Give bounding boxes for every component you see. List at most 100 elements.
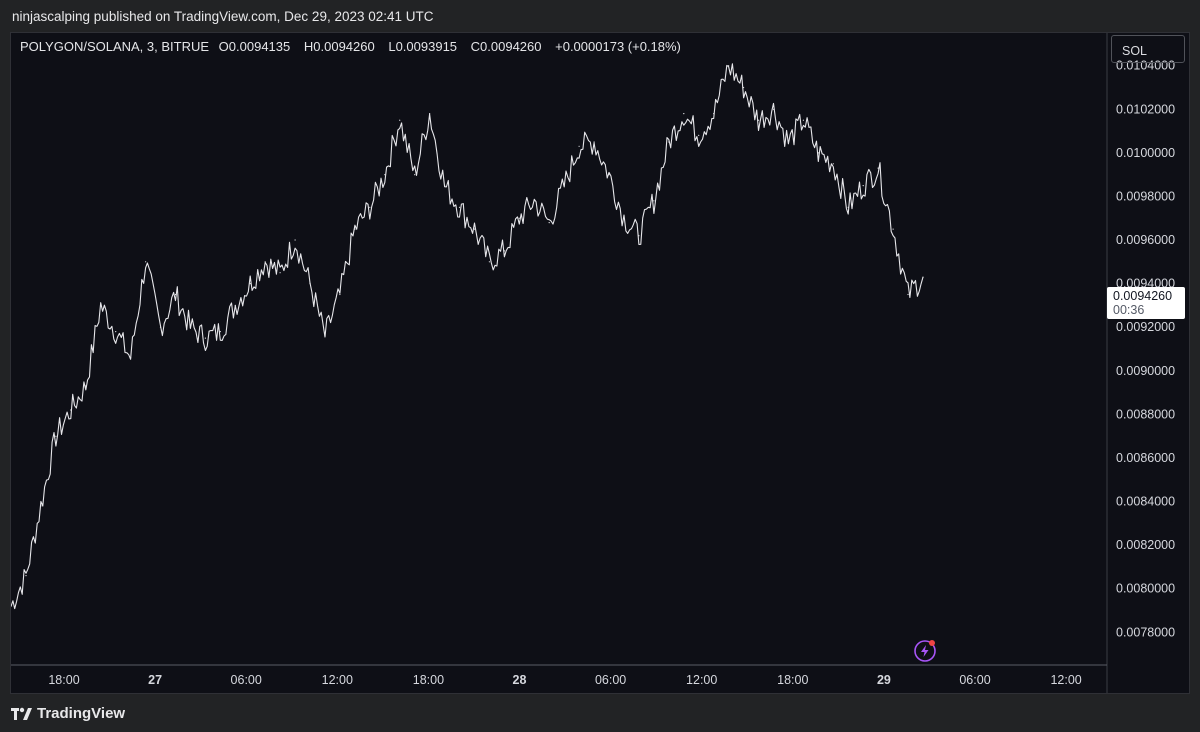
price-point — [832, 163, 834, 165]
price-point — [728, 65, 730, 67]
price-point — [130, 357, 132, 359]
legend-high: H0.0094260 — [303, 39, 375, 54]
price-point — [892, 228, 894, 230]
price-point — [249, 283, 251, 285]
x-tick-label: 28 — [513, 673, 527, 687]
x-tick-label: 12:00 — [1050, 673, 1081, 687]
price-point — [279, 272, 281, 274]
price-point — [294, 239, 296, 241]
price-series-line — [11, 63, 924, 610]
y-tick-label: 0.0080000 — [1116, 582, 1175, 596]
price-point — [623, 217, 625, 219]
price-point — [847, 206, 849, 208]
price-point — [713, 113, 715, 115]
price-point — [787, 141, 790, 143]
x-tick-label: 27 — [148, 673, 162, 687]
y-tick-label: 0.0102000 — [1116, 102, 1175, 116]
price-point — [234, 304, 236, 306]
price-point — [354, 228, 356, 230]
price-point — [668, 141, 670, 143]
price-point — [70, 409, 72, 411]
x-tick-label: 12:00 — [686, 673, 717, 687]
publish-header: ninjascalping published on TradingView.c… — [0, 0, 1200, 32]
lightning-alert-icon[interactable] — [913, 639, 937, 663]
price-point — [862, 185, 864, 187]
price-point — [189, 326, 191, 328]
y-tick-label: 0.0078000 — [1116, 625, 1175, 639]
price-point — [55, 435, 57, 437]
price-point — [339, 293, 341, 296]
price-point — [444, 185, 446, 187]
price-point — [145, 261, 147, 263]
price-point — [473, 228, 476, 230]
price-point — [877, 167, 879, 169]
legend-low: L0.0093915 — [388, 39, 458, 54]
x-tick-label: 06:00 — [959, 673, 990, 687]
price-point — [414, 174, 416, 176]
price-point — [533, 200, 535, 202]
legend-close: C0.0094260 — [470, 39, 542, 54]
price-point — [115, 331, 117, 333]
last-price-value: 0.0094260 — [1113, 289, 1173, 303]
price-point — [174, 293, 177, 296]
price-point — [548, 222, 550, 224]
price-point — [40, 505, 42, 507]
price-point — [503, 250, 505, 252]
legend-symbol: POLYGON/SOLANA, 3, BITRUE — [20, 39, 210, 54]
price-point — [324, 335, 326, 337]
price-point — [100, 304, 102, 306]
footer-brand[interactable]: TradingView — [37, 705, 126, 722]
price-point — [264, 261, 266, 263]
price-chart[interactable]: 0.01040000.01020000.01000000.00980000.00… — [11, 33, 1190, 694]
y-tick-label: 0.0084000 — [1116, 495, 1175, 509]
price-point — [653, 200, 655, 202]
price-point — [563, 185, 565, 187]
x-tick-label: 06:00 — [595, 673, 626, 687]
price-point — [772, 108, 775, 110]
price-point — [219, 331, 221, 333]
price-point — [922, 276, 924, 278]
y-tick-label: 0.0098000 — [1116, 189, 1175, 203]
price-point — [817, 152, 819, 154]
x-tick-label: 06:00 — [231, 673, 262, 687]
price-point — [25, 575, 27, 577]
price-point — [369, 206, 371, 208]
price-point — [743, 86, 745, 89]
y-tick-label: 0.0082000 — [1116, 538, 1175, 552]
ohlc-legend: POLYGON/SOLANA, 3, BITRUE O0.0094135 H0.… — [20, 39, 681, 54]
price-point — [757, 119, 760, 121]
bar-countdown: 00:36 — [1113, 303, 1145, 317]
price-point — [578, 145, 580, 147]
price-point — [399, 119, 401, 121]
y-tick-label: 0.0092000 — [1116, 320, 1175, 334]
y-tick-label: 0.0100000 — [1116, 146, 1175, 160]
x-tick-label: 18:00 — [48, 673, 79, 687]
y-tick-label: 0.0088000 — [1116, 407, 1175, 421]
chart-area[interactable]: 0.0104000 0.0102000 0.0100000 0.0098000 0.00… — [10, 32, 1190, 694]
price-point — [683, 113, 685, 115]
price-point — [518, 217, 520, 219]
price-point — [698, 134, 700, 136]
footer: TradingView — [0, 694, 1200, 732]
x-tick-label: 12:00 — [322, 673, 353, 687]
price-point — [802, 119, 805, 121]
currency-button[interactable]: SOL — [1111, 35, 1185, 63]
price-point — [907, 293, 909, 296]
price-point — [11, 605, 12, 607]
price-point — [429, 113, 431, 115]
tradingview-logo-icon[interactable] — [11, 707, 33, 721]
y-tick-label: 0.0086000 — [1116, 451, 1175, 465]
last-price-label: 0.0094260 00:36 — [1107, 287, 1185, 319]
legend-change: +0.0000173 (+0.18%) — [555, 39, 681, 54]
price-point — [608, 174, 610, 176]
legend-open: O0.0094135 — [218, 39, 291, 54]
price-point — [204, 337, 206, 339]
price-point — [488, 261, 490, 263]
x-tick-label: 18:00 — [413, 673, 444, 687]
price-point — [593, 141, 595, 143]
price-point — [159, 326, 162, 328]
y-tick-label: 0.0096000 — [1116, 233, 1175, 247]
price-point — [638, 235, 640, 237]
price-point — [384, 174, 386, 176]
y-tick-label: 0.0090000 — [1116, 364, 1175, 378]
